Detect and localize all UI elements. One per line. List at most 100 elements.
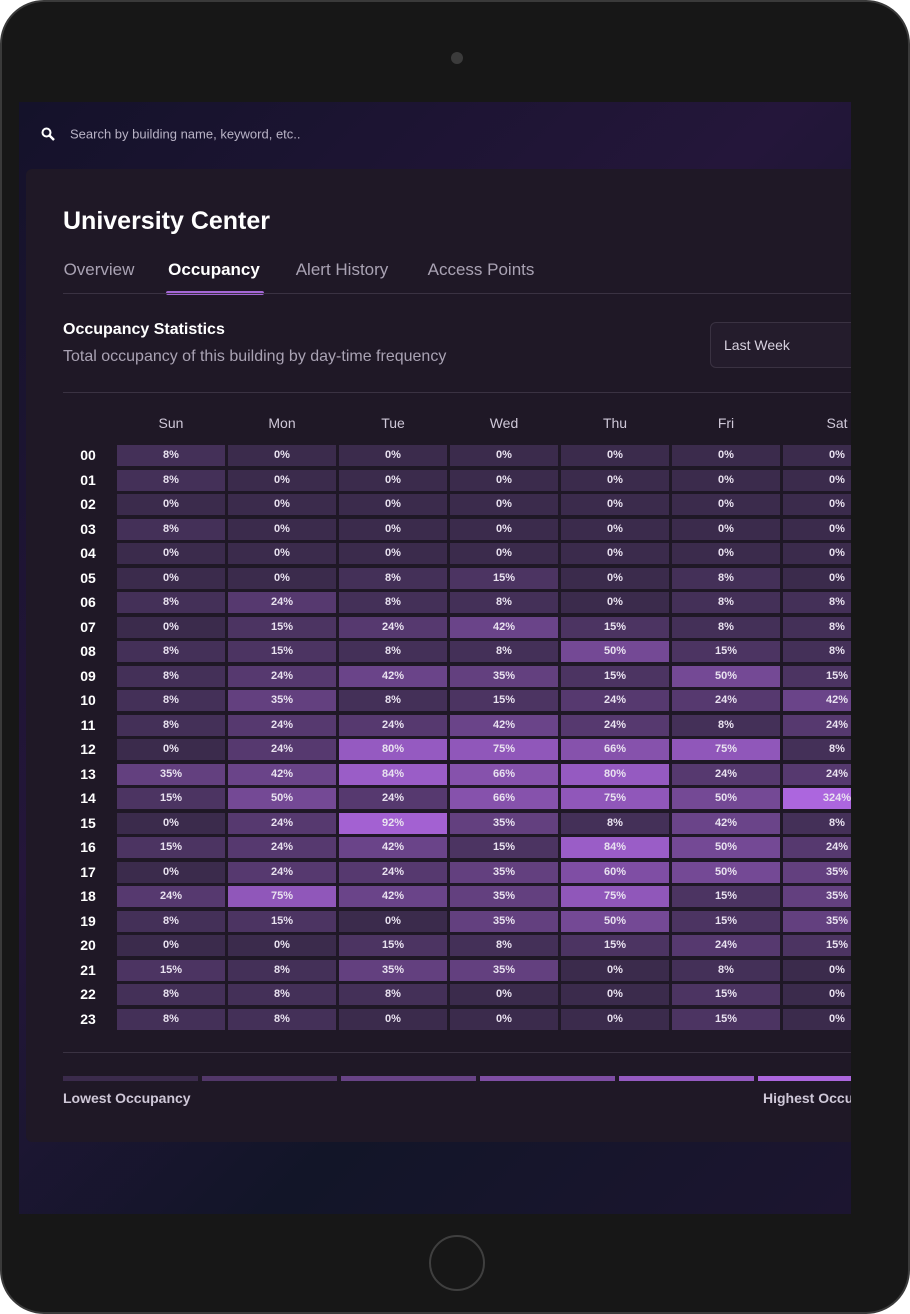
cell-label: 0% [607, 963, 623, 976]
hour-label: 16 [80, 839, 96, 856]
heat-cell: 0% [783, 567, 851, 589]
cell-label: 0% [385, 547, 401, 560]
cell-label: 66% [603, 743, 627, 756]
cell-label: 8% [163, 596, 179, 609]
tab[interactable]: Alert History [295, 260, 389, 279]
hour-label: 13 [80, 765, 96, 782]
cell-label: 0% [718, 522, 734, 535]
legend-low: Lowest Occupancy [63, 1090, 191, 1106]
heat-cell: 8% [339, 592, 447, 614]
hour-label: 05 [80, 569, 96, 586]
heat-cell: 35% [783, 886, 851, 908]
heat-cell: 35% [783, 910, 851, 932]
day-label: Tue [381, 415, 405, 431]
heat-cell: 0% [783, 984, 851, 1006]
cell-label: 42% [492, 620, 516, 633]
heat-cell: 0% [339, 910, 447, 932]
cell-label: 8% [718, 718, 734, 731]
heat-cell: 24% [783, 837, 851, 859]
cell-label: 8% [829, 645, 845, 658]
cell-label: 8% [385, 645, 401, 658]
tab[interactable]: Occupancy [168, 260, 260, 279]
heat-cell: 0% [339, 494, 447, 516]
cell-label: 8% [496, 939, 512, 952]
divider [63, 392, 851, 393]
heat-cell: 75% [672, 739, 780, 761]
cell-label: 24% [714, 767, 738, 780]
cell-label: 0% [607, 522, 623, 535]
cell-label: 24% [825, 841, 849, 854]
heat-cell: 80% [339, 739, 447, 761]
cell-label: 35% [825, 890, 849, 903]
hour-label: 12 [80, 741, 96, 758]
legend-segment [63, 1076, 198, 1081]
cell-label: 0% [496, 547, 512, 560]
building-title: University Center [63, 207, 271, 235]
heat-cell: 50% [672, 861, 780, 883]
cell-label: 42% [492, 718, 516, 731]
home-button[interactable] [429, 1235, 485, 1291]
screen: Search by building name, keyword, etc.. … [19, 102, 851, 1214]
heat-cell: 35% [228, 690, 336, 712]
legend-segment [480, 1076, 615, 1081]
heat-cell: 42% [228, 763, 336, 785]
cell-label: 50% [603, 914, 627, 927]
heat-cell: 8% [228, 984, 336, 1006]
heat-cell: 8% [228, 1008, 336, 1030]
heat-cell: 24% [228, 812, 336, 834]
heat-cell: 0% [561, 518, 669, 540]
hour-label: 10 [80, 692, 96, 709]
hour-label: 20 [80, 937, 96, 954]
cell-label: 15% [381, 939, 405, 952]
cell-label: 8% [385, 988, 401, 1001]
heat-cell: 15% [117, 837, 225, 859]
heat-cell: 0% [672, 445, 780, 466]
cell-label: 15% [825, 939, 849, 952]
cell-label: 35% [270, 694, 294, 707]
heat-cell: 8% [672, 616, 780, 638]
heat-cell: 0% [561, 959, 669, 981]
cell-label: 50% [603, 645, 627, 658]
cell-label: 0% [496, 473, 512, 486]
building-panel: University Center Overview Occupancy Alert… [26, 169, 851, 1142]
heat-cell: 8% [672, 567, 780, 589]
cell-label: 0% [274, 522, 290, 535]
heat-cell: 8% [117, 592, 225, 614]
cell-label: 8% [163, 718, 179, 731]
cell-label: 24% [381, 620, 405, 633]
tab[interactable]: Overview [63, 260, 135, 279]
cell-label: 0% [163, 743, 179, 756]
heat-cell: 60% [561, 861, 669, 883]
heat-cell: 15% [450, 837, 558, 859]
cell-label: 0% [385, 498, 401, 511]
cell-label: 35% [492, 669, 516, 682]
search-bar[interactable]: Search by building name, keyword, etc.. [19, 102, 851, 168]
heat-cell: 8% [672, 959, 780, 981]
cell-label: 24% [714, 939, 738, 952]
hour-label: 17 [80, 863, 96, 880]
cell-label: 35% [825, 865, 849, 878]
day-label: Wed [489, 415, 519, 431]
tab[interactable]: Access Points [427, 260, 535, 279]
cell-label: 24% [270, 816, 294, 829]
cell-label: 0% [718, 498, 734, 511]
cell-label: 35% [825, 914, 849, 927]
heat-cell: 0% [450, 543, 558, 565]
heat-cell: 8% [117, 665, 225, 687]
heat-cell: 15% [561, 935, 669, 957]
heat-cell: 24% [339, 788, 447, 810]
cell-label: 15% [603, 620, 627, 633]
hour-label: 21 [80, 961, 96, 978]
cell-label: 50% [714, 865, 738, 878]
heat-cell: 15% [561, 616, 669, 638]
search-placeholder: Search by building name, keyword, etc.. [70, 126, 301, 142]
heat-cell: 0% [561, 1008, 669, 1030]
heat-cell: 35% [117, 763, 225, 785]
cell-label: 0% [163, 498, 179, 511]
legend-segment [758, 1076, 851, 1081]
period-value: Last Week [724, 337, 790, 353]
heat-cell: 8% [672, 714, 780, 736]
cell-label: 0% [163, 865, 179, 878]
period-dropdown[interactable]: Last Week [710, 322, 851, 368]
cell-label: 0% [274, 939, 290, 952]
